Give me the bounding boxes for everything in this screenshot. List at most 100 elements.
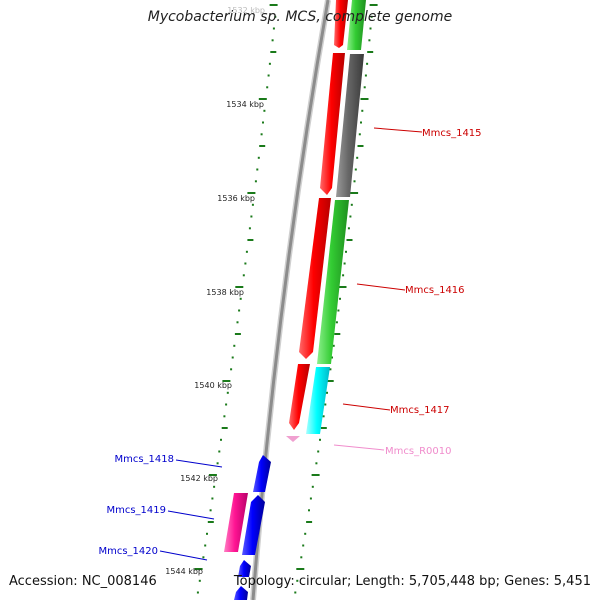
- ruler-tick: [242, 274, 245, 277]
- ruler-tick: [207, 521, 214, 523]
- ruler-tick: [322, 415, 325, 418]
- cds-feature-mmcs-1415[interactable]: [320, 53, 345, 195]
- label-leader-mmcs-r0010: [333, 444, 385, 451]
- ruler-tick: [202, 556, 205, 559]
- cog-feature-green: [317, 200, 349, 364]
- ruler-tick: [234, 333, 241, 335]
- ruler-label: 1540 kbp: [194, 381, 232, 390]
- cds-feature-mmcs-1418[interactable]: [253, 455, 271, 492]
- ruler-tick: [216, 462, 219, 465]
- ruler-tick: [259, 145, 266, 147]
- ruler-label: 1532 kbp: [227, 6, 265, 15]
- ruler-tick: [245, 250, 248, 253]
- cds-feature-mmcs-1417[interactable]: [289, 364, 310, 430]
- ruler-tick: [258, 98, 267, 100]
- label-leader-mmcs-1416: [356, 283, 406, 291]
- ruler-tick: [349, 215, 352, 218]
- ruler-tick: [367, 51, 374, 53]
- ruler-tick: [343, 262, 346, 265]
- ruler-tick: [346, 239, 353, 241]
- cds-feature-mmcs-1414[interactable]: [334, 0, 348, 48]
- ruler-tick: [324, 403, 327, 406]
- ruler-tick: [213, 485, 216, 488]
- ruler-label: 1538 kbp: [206, 288, 244, 297]
- ruler-tick: [326, 391, 328, 394]
- cds-feature-mmcs-1420[interactable]: [238, 560, 251, 577]
- ruler-tick: [262, 121, 264, 124]
- ruler-tick: [368, 39, 371, 42]
- ruler-tick: [338, 286, 347, 288]
- ruler-tick: [247, 239, 254, 241]
- ruler-tick: [309, 497, 312, 500]
- label-leader-mmcs-1418: [175, 459, 223, 468]
- ruler-tick: [294, 591, 297, 594]
- ruler-track: [194, 4, 378, 594]
- ruler-tick: [235, 286, 244, 288]
- ruler-tick: [274, 15, 277, 18]
- ruler-tick: [209, 509, 212, 512]
- ruler-tick: [364, 74, 367, 77]
- ruler-tick: [329, 368, 332, 371]
- ruler-tick: [337, 309, 340, 312]
- ruler-tick: [198, 579, 201, 582]
- ruler-tick: [353, 180, 356, 183]
- cog-feature-gray: [336, 54, 364, 197]
- cds-feature-mmcs-1416[interactable]: [299, 198, 331, 359]
- rrna-feature-mmcs-r0010[interactable]: [286, 436, 300, 442]
- ruler-tick: [269, 4, 278, 6]
- gene-label-mmcs-1416[interactable]: Mmcs_1416: [405, 285, 465, 296]
- label-leader-mmcs-1417: [342, 403, 391, 411]
- ruler-tick: [256, 168, 259, 171]
- ruler-tick: [302, 544, 305, 547]
- gene-label-mmcs-1418[interactable]: Mmcs_1418: [114, 454, 174, 465]
- cog-feature-magenta: [224, 493, 248, 552]
- ruler-tick: [226, 391, 229, 394]
- ruler-tick: [236, 321, 239, 324]
- ruler-tick: [208, 474, 217, 476]
- gene-label-mmcs-1420[interactable]: Mmcs_1420: [98, 546, 158, 557]
- cds-feature-mmcs-1421[interactable]: [234, 586, 248, 600]
- ruler-tick: [363, 86, 366, 89]
- ruler-tick: [360, 98, 369, 100]
- ruler-tick: [196, 591, 199, 594]
- gene-label-mmcs-1415[interactable]: Mmcs_1415: [422, 128, 482, 139]
- ruler-label: 1536 kbp: [217, 194, 255, 203]
- ruler-label: 1534 kbp: [226, 100, 264, 109]
- ruler-label: 1542 kbp: [180, 474, 218, 483]
- ruler-tick: [266, 86, 269, 89]
- ruler-tick: [319, 438, 321, 441]
- ruler-tick: [317, 450, 320, 453]
- ruler-tick: [247, 192, 256, 194]
- ruler-tick: [272, 27, 275, 30]
- label-leader-mmcs-1419: [167, 510, 215, 520]
- ruler-tick: [271, 39, 274, 42]
- ruler-tick: [218, 450, 221, 453]
- ruler-tick: [306, 521, 313, 523]
- ruler-tick: [206, 532, 208, 535]
- gene-label-mmcs-1419[interactable]: Mmcs_1419: [106, 505, 166, 516]
- cds-feature-mmcs-1419[interactable]: [242, 495, 265, 555]
- ruler-tick: [268, 62, 271, 65]
- gene-label-mmcs-r0010[interactable]: Mmcs_R0010: [385, 446, 451, 457]
- ruler-tick: [311, 474, 320, 476]
- ruler-tick: [220, 438, 222, 441]
- ruler-tick: [239, 297, 242, 300]
- ruler-tick: [222, 380, 231, 382]
- ruler-tick: [350, 192, 359, 194]
- ruler-tick: [254, 180, 257, 183]
- gene-label-mmcs-1417[interactable]: Mmcs_1417: [390, 405, 450, 416]
- ruler-tick: [248, 227, 251, 230]
- ruler-tick: [332, 344, 335, 347]
- ruler-tick: [270, 51, 277, 53]
- accession-text: Accession: NC_008146: [9, 574, 157, 589]
- ruler-tick: [225, 403, 228, 406]
- ruler-tick: [354, 168, 357, 171]
- label-leader-mmcs-1420: [159, 550, 208, 561]
- ruler-tick: [260, 133, 263, 136]
- ruler-tick: [304, 532, 307, 535]
- ruler-tick: [331, 356, 333, 359]
- ruler-tick: [211, 497, 214, 500]
- ruler-tick: [335, 321, 338, 324]
